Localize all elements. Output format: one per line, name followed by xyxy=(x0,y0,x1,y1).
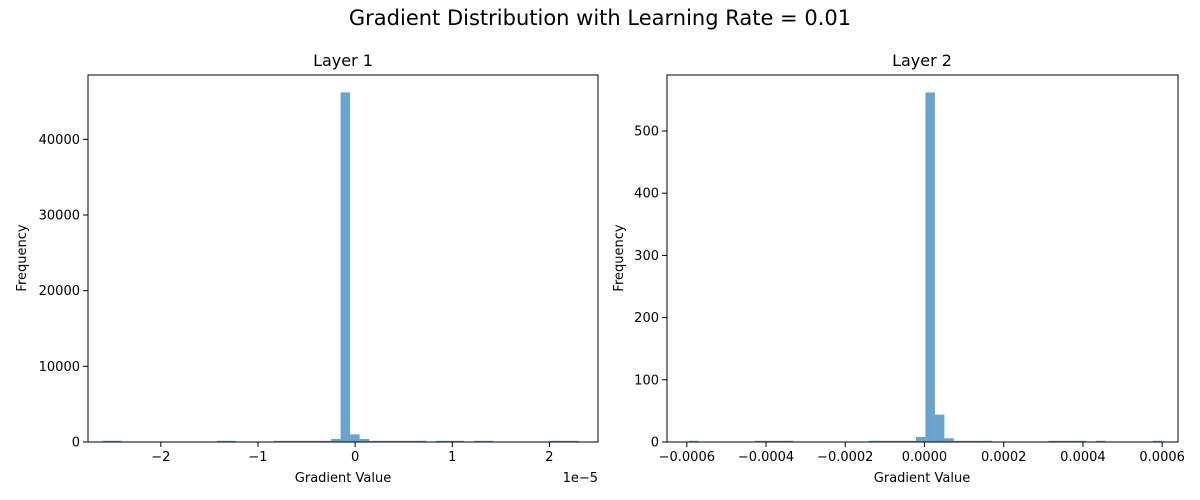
x-axis-ticks: −0.0006 −0.0004 −0.0002 0.0000 0.0002 0.0004 0… xyxy=(659,442,1185,465)
y-tick-label: 30000 xyxy=(39,208,80,223)
histogram-bar xyxy=(1048,440,1059,442)
histogram-bar xyxy=(1095,440,1106,442)
histogram-bar xyxy=(340,92,351,443)
x-tick-label: 0.0002 xyxy=(981,450,1027,465)
histogram-bar xyxy=(273,440,284,442)
histogram-bar xyxy=(773,440,784,442)
subplot-title: Layer 2 xyxy=(892,51,952,70)
x-tick-label: 2 xyxy=(545,450,553,465)
histogram-bar xyxy=(1067,440,1077,442)
histogram-bar xyxy=(944,438,954,442)
y-tick-label: 400 xyxy=(634,187,659,202)
histogram-bar xyxy=(302,440,313,442)
histogram-bar xyxy=(388,440,398,442)
histogram-bar xyxy=(963,440,973,442)
histogram-bar xyxy=(350,434,360,442)
histogram-bar xyxy=(559,440,570,442)
x-tick-label: 1 xyxy=(448,450,456,465)
y-tick-label: 500 xyxy=(634,124,659,139)
subplot-layer-2: Layer 2 −0.0006 −0.0004 −0.0002 0.0000 0.000… xyxy=(612,51,1185,486)
x-tick-label: −0.0002 xyxy=(817,450,873,465)
plot-frame xyxy=(87,74,599,443)
histogram-bar xyxy=(112,440,122,442)
y-axis-ticks: 0 10000 20000 30000 40000 xyxy=(39,133,88,451)
x-tick-label: 0.0004 xyxy=(1060,450,1106,465)
histogram-bar xyxy=(953,440,964,442)
histogram-bar xyxy=(102,440,113,442)
y-axis-label: Frequency xyxy=(612,224,627,291)
histogram-bar xyxy=(216,440,227,442)
histogram-bar xyxy=(226,440,236,442)
histogram-bar xyxy=(407,440,417,442)
x-axis-label: Gradient Value xyxy=(874,471,970,486)
histogram-bar xyxy=(416,440,427,442)
histogram-bar xyxy=(972,440,983,442)
histogram-bar xyxy=(312,440,322,442)
histogram-bar xyxy=(397,440,408,442)
histogram-bar xyxy=(925,92,935,443)
histogram-bar xyxy=(783,440,793,442)
y-tick-label: 0 xyxy=(72,436,80,451)
histogram-bar xyxy=(550,440,560,442)
histogram-bars xyxy=(102,92,579,443)
y-tick-label: 0 xyxy=(651,436,659,451)
x-axis-scale-offset: 1e−5 xyxy=(563,471,598,486)
histogram-bar xyxy=(764,440,774,442)
histogram-bar xyxy=(688,440,699,442)
histogram-bar xyxy=(569,440,579,442)
x-tick-label: 0.0006 xyxy=(1139,450,1185,465)
histogram-bar xyxy=(454,440,465,442)
histogram-bar xyxy=(1152,440,1163,442)
y-tick-label: 300 xyxy=(634,249,659,264)
x-tick-label: 0.0000 xyxy=(902,450,948,465)
histogram-bar xyxy=(359,438,370,442)
histogram-bar xyxy=(473,440,484,442)
histogram-bar xyxy=(878,440,888,442)
y-axis-label: Frequency xyxy=(15,224,30,291)
histogram-bar xyxy=(1058,440,1068,442)
histogram-bar xyxy=(369,440,379,442)
y-axis-ticks: 0 100 200 300 400 500 xyxy=(634,124,667,451)
x-tick-label: −1 xyxy=(248,450,267,465)
y-tick-label: 100 xyxy=(634,373,659,388)
histogram-bar xyxy=(321,440,332,442)
subplot-title: Layer 1 xyxy=(313,51,373,70)
histogram-bar xyxy=(378,440,389,442)
histogram-bar xyxy=(292,440,303,442)
x-axis-ticks: −2 −1 0 1 2 xyxy=(151,442,554,465)
histogram-bar xyxy=(445,440,455,442)
histogram-bar xyxy=(887,440,898,442)
x-tick-label: −2 xyxy=(151,450,170,465)
y-tick-label: 40000 xyxy=(39,133,80,148)
y-tick-label: 200 xyxy=(634,311,659,326)
subplot-layer-1: Layer 1 −2 −1 0 1 2 0 10000 20000 30000 40000 Gr… xyxy=(15,51,599,486)
histogram-bar xyxy=(916,437,926,442)
histogram-bar xyxy=(982,440,992,442)
x-tick-label: 0 xyxy=(351,450,359,465)
histogram-bar xyxy=(483,440,493,442)
x-tick-label: −0.0004 xyxy=(738,450,794,465)
histogram-bar xyxy=(755,440,765,442)
histogram-bars xyxy=(688,92,1163,443)
histogram-bar xyxy=(868,440,879,442)
plot-frame xyxy=(666,74,1179,443)
histogram-bar xyxy=(435,440,446,442)
x-axis-label: Gradient Value xyxy=(295,471,391,486)
histogram-bar xyxy=(283,440,293,442)
y-tick-label: 10000 xyxy=(39,360,80,375)
histogram-bar xyxy=(1076,440,1087,442)
histogram-bar xyxy=(331,438,341,442)
y-tick-label: 20000 xyxy=(39,284,80,299)
histogram-bar xyxy=(897,440,907,442)
histogram-bar xyxy=(934,414,945,442)
figure-title: Gradient Distribution with Learning Rate… xyxy=(348,6,852,30)
histogram-bar xyxy=(906,440,917,442)
x-tick-label: −0.0006 xyxy=(659,450,715,465)
